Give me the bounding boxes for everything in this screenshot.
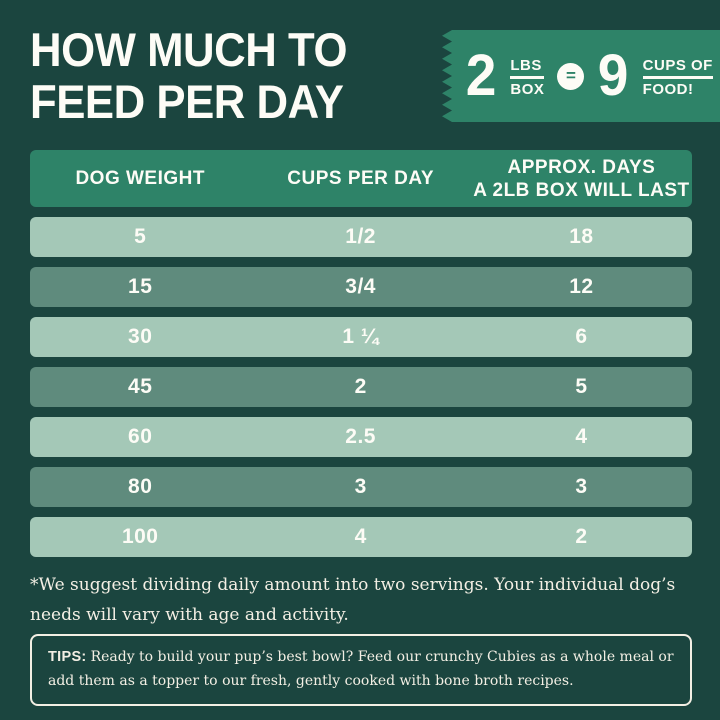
cell-cups-per-day: 1 ¼ <box>342 325 379 348</box>
table-row: 80 3 3 <box>30 467 692 507</box>
title-line-2: FEED PER DAY <box>30 75 344 128</box>
table-row: 5 1/2 18 <box>30 217 692 257</box>
cups-food-fraction: CUPS OF FOOD! <box>642 56 713 99</box>
header-cell-cups-per-day: CUPS PER DAY <box>287 167 435 189</box>
cell-days-last: 5 <box>575 375 588 398</box>
title-line-1: HOW MUCH TO <box>30 23 348 76</box>
table-row: 15 3/4 12 <box>30 267 692 307</box>
header-days-line-2: A 2LB BOX WILL LAST <box>473 179 690 201</box>
cell-cups-per-day: 3/4 <box>345 275 376 298</box>
tips-text: Ready to build your pup’s best bowl? Fee… <box>48 649 674 689</box>
cell-dog-weight: 30 <box>128 325 153 348</box>
serving-footnote: *We suggest dividing daily amount into t… <box>30 575 676 625</box>
box-label: BOX <box>510 80 545 98</box>
table-header-row: DOG WEIGHT CUPS PER DAY APPROX. DAYS A 2… <box>30 150 692 207</box>
cell-cups-per-day: 2 <box>354 375 367 398</box>
conversion-badge: 2 LBS BOX = 9 CUPS OF FOOD! <box>442 30 720 122</box>
table-row: 30 1 ¼ 6 <box>30 317 692 357</box>
cell-dog-weight: 45 <box>128 375 153 398</box>
cell-dog-weight: 15 <box>128 275 153 298</box>
food-label: FOOD! <box>642 80 694 98</box>
equals-icon: = <box>557 62 585 90</box>
cell-cups-per-day: 2.5 <box>345 425 376 448</box>
cell-dog-weight: 80 <box>128 475 153 498</box>
table-row: 100 4 2 <box>30 517 692 557</box>
cell-cups-per-day: 3 <box>354 475 367 498</box>
cell-days-last: 2 <box>575 525 588 548</box>
cell-days-last: 18 <box>569 225 594 248</box>
cell-cups-per-day: 1/2 <box>345 225 376 248</box>
tips-label: TIPS: <box>48 649 87 665</box>
header-days-line-1: APPROX. DAYS <box>507 156 656 178</box>
cell-dog-weight: 100 <box>121 525 159 548</box>
feeding-table: DOG WEIGHT CUPS PER DAY APPROX. DAYS A 2… <box>30 150 692 557</box>
cell-days-last: 12 <box>569 275 594 298</box>
lbs-label: LBS <box>510 56 545 79</box>
cell-days-last: 4 <box>575 425 588 448</box>
cell-dog-weight: 60 <box>128 425 153 448</box>
cell-days-last: 3 <box>575 475 588 498</box>
cell-dog-weight: 5 <box>134 225 147 248</box>
lbs-box-fraction: LBS BOX <box>510 56 545 99</box>
tips-box: TIPS: Ready to build your pup’s best bowl… <box>30 634 692 706</box>
cups-of-label: CUPS OF <box>642 56 713 79</box>
header-cell-dog-weight: DOG WEIGHT <box>75 167 205 189</box>
cell-days-last: 6 <box>575 325 588 348</box>
table-row: 45 2 5 <box>30 367 692 407</box>
cell-cups-per-day: 4 <box>354 525 367 548</box>
box-quantity: 2 <box>465 43 497 108</box>
table-row: 60 2.5 4 <box>30 417 692 457</box>
header-cell-days-last: APPROX. DAYS A 2LB BOX WILL LAST <box>471 156 692 202</box>
cups-quantity: 9 <box>598 43 629 108</box>
page-title: HOW MUCH TO FEED PER DAY <box>30 24 347 128</box>
